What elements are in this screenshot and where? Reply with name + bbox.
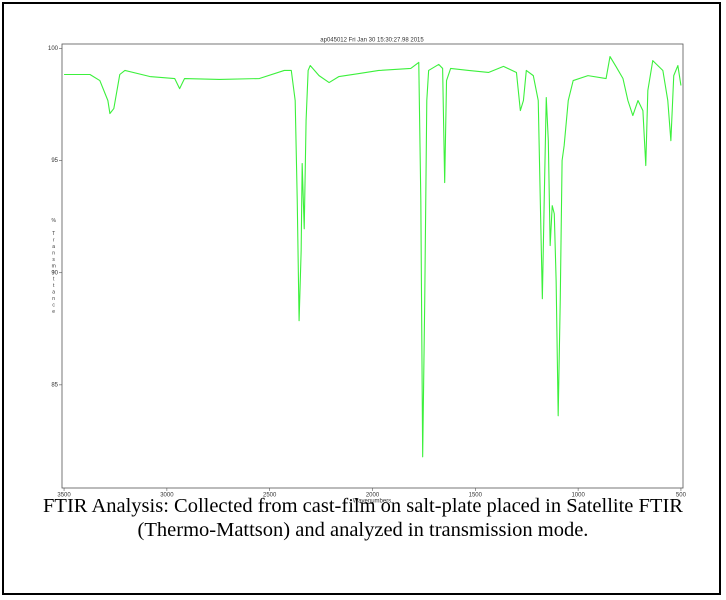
- plot-frame: [61, 43, 684, 489]
- x-axis-label: Wavenumbers: [353, 499, 391, 505]
- x-tick-label: 2500: [263, 493, 277, 499]
- y-tick-label: 85: [51, 382, 58, 388]
- y-tick-label: 100: [48, 46, 59, 52]
- x-tick-label: 2000: [366, 493, 380, 499]
- x-tick-label: 3500: [57, 493, 71, 499]
- figure-border: [2, 2, 721, 595]
- x-tick-label: 3000: [160, 493, 174, 499]
- x-tick-label: 500: [676, 493, 687, 499]
- y-tick-label: 90: [51, 270, 58, 276]
- spectrum-line: [64, 56, 682, 458]
- caption: FTIR Analysis: Collected from cast-film …: [43, 495, 683, 541]
- chart-title: ap045012 Fri Jan 30 15:30:27.98 2015: [320, 38, 424, 44]
- y-tick-label: 95: [51, 158, 58, 164]
- y-axis-label: % Transmittance: [51, 218, 57, 316]
- x-tick-label: 1000: [571, 493, 585, 499]
- x-tick-label: 1500: [469, 493, 483, 499]
